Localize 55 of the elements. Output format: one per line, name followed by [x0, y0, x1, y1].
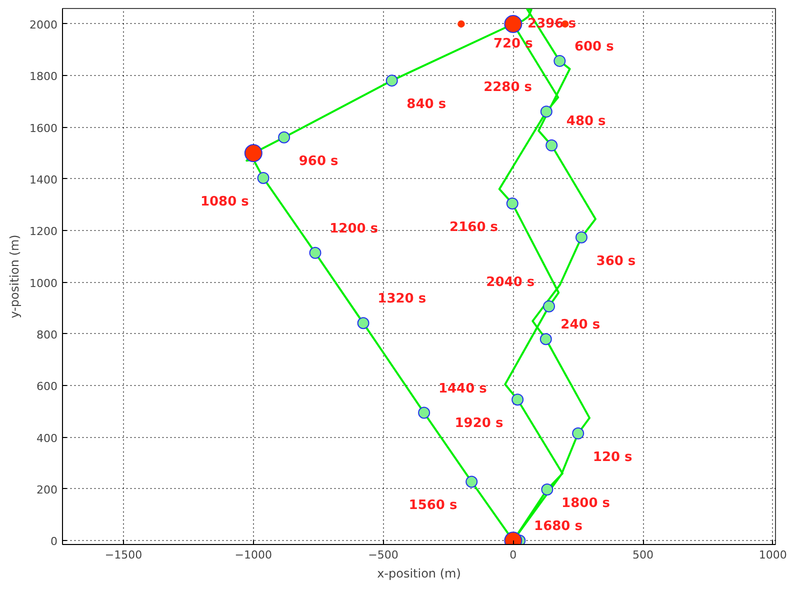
annotation: 720 s	[493, 36, 534, 52]
annotation: 1920 s	[454, 416, 504, 432]
y-tick-label: 2000	[30, 18, 58, 32]
annotation: 840 s	[406, 97, 446, 112]
x-tick-label: 1000	[758, 548, 787, 562]
point	[506, 198, 518, 210]
y-tick-label: 800	[36, 328, 58, 342]
annotation: 1440 s	[438, 381, 488, 396]
annotation: 2160 s	[450, 220, 498, 236]
point	[540, 106, 552, 118]
x-tick-label: 500	[632, 548, 654, 562]
annotation: 2040 s	[486, 274, 535, 290]
point	[575, 231, 588, 244]
y-tick-label: 200	[36, 483, 58, 496]
annotation: 360 s	[596, 254, 636, 269]
y-tick-label: 1200	[30, 225, 58, 238]
y-tick-label: 1000	[30, 276, 58, 290]
point	[386, 74, 398, 87]
annotation: 1560 s	[408, 498, 458, 514]
point	[257, 172, 270, 184]
annotation: 120 s	[592, 450, 633, 465]
y-tick-label: 600	[36, 380, 58, 394]
annotation: 1080 s	[200, 194, 250, 210]
point	[418, 406, 430, 419]
y-axis-title: y-position (m)	[8, 234, 22, 318]
annotation: 600 s	[574, 39, 614, 54]
point	[546, 139, 558, 152]
y-tick-label: 1800	[30, 70, 58, 84]
point	[309, 246, 322, 259]
point	[572, 427, 584, 440]
point	[540, 333, 552, 346]
annotation: 1200 s	[330, 221, 378, 236]
annotation: 480 s	[566, 114, 606, 129]
annotation: 960 s	[298, 154, 339, 169]
annotation: 2280 s	[484, 80, 532, 96]
point	[512, 394, 524, 406]
y-tick-label: 1600	[30, 122, 58, 135]
y-tick-label: 1400	[30, 173, 58, 186]
annotation: 1800 s	[562, 496, 610, 511]
x-tick-label: −1000	[234, 548, 272, 562]
point	[357, 317, 370, 330]
point	[554, 54, 566, 67]
x-tick-label: −500	[368, 548, 398, 562]
point	[278, 131, 290, 144]
y-tick-label: 0	[50, 535, 58, 548]
y-tick-label: 400	[36, 432, 58, 445]
x-axis-title: x-position (m)	[377, 566, 461, 580]
point	[543, 300, 555, 312]
point	[541, 483, 554, 496]
x-tick-label: −1500	[104, 548, 142, 562]
annotation: 1680 s	[534, 519, 583, 534]
annotation: 1320 s	[378, 292, 426, 307]
x-tick-label: 0	[510, 548, 517, 562]
point	[466, 476, 478, 488]
annotation: 240 s	[560, 318, 600, 333]
